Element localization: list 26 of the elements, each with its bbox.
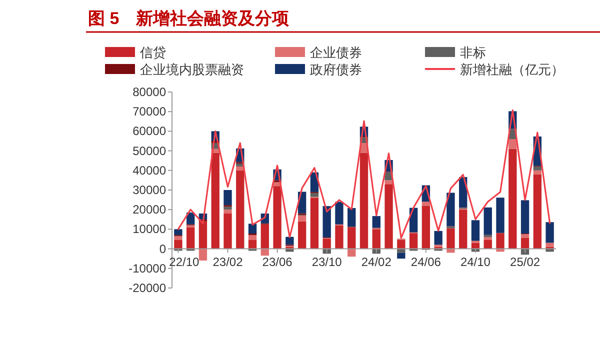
- y-tick-label: -10000: [128, 261, 166, 276]
- x-tick-label: 25/02: [510, 254, 540, 269]
- chart-title: 图 5 新增社会融资及分项: [88, 9, 290, 28]
- y-tick-label: -20000: [128, 281, 166, 295]
- y-tick-label: 60000: [132, 124, 166, 138]
- y-tick-label: 50000: [132, 144, 166, 158]
- y-tick-label: 20000: [132, 202, 166, 217]
- x-tick-label: 22/10: [169, 254, 200, 269]
- y-tick-label: 10000: [132, 222, 166, 236]
- y-tick-label: 30000: [132, 183, 166, 197]
- x-tick-label: 24/02: [361, 254, 392, 269]
- y-tick-label: 80000: [132, 85, 166, 99]
- legend-label: 非标: [460, 45, 486, 60]
- legend-label: 政府债券: [310, 62, 362, 77]
- x-tick-label: 24/10: [460, 254, 491, 269]
- y-tick-label: 0: [159, 242, 166, 256]
- x-tick-label: 23/06: [262, 254, 293, 269]
- legend-label: 企业境内股票融资: [140, 62, 244, 77]
- y-tick-label: 40000: [132, 163, 166, 178]
- legend-label: 企业债券: [310, 45, 362, 60]
- legend-label: 新增社融（亿元）: [460, 62, 564, 77]
- y-tick-label: 70000: [132, 104, 166, 119]
- x-tick-label: 24/06: [410, 254, 442, 269]
- legend-label: 信贷: [140, 45, 166, 60]
- x-tick-label: 23/10: [312, 254, 342, 269]
- x-tick-label: 23/02: [212, 254, 244, 269]
